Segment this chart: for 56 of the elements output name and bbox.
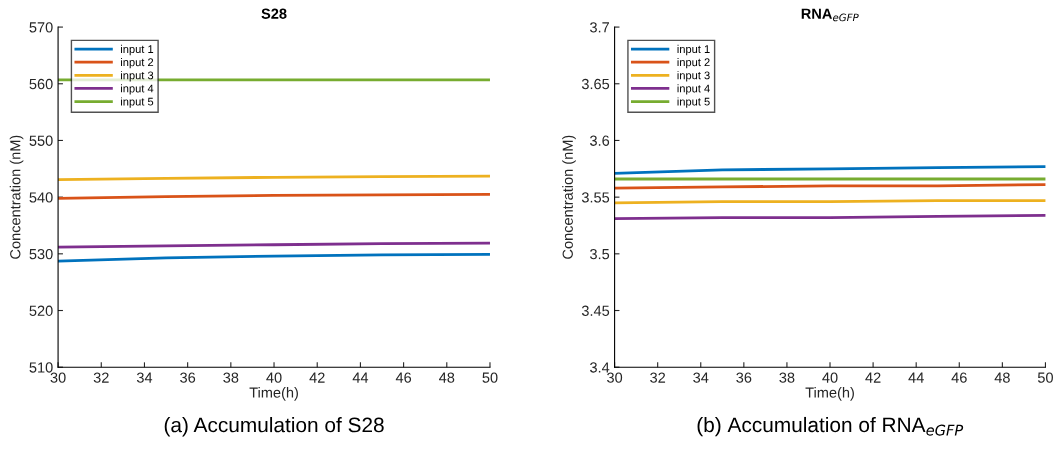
x-tick-label: 30 bbox=[607, 372, 623, 383]
y-tick-label: 3.55 bbox=[581, 192, 610, 203]
x-tick-label: 40 bbox=[266, 372, 282, 383]
y-tick-label: 3.7 bbox=[590, 22, 609, 33]
legend-label: input 2 bbox=[677, 57, 710, 69]
x-tick-label: 42 bbox=[309, 372, 325, 383]
legend-label: input 3 bbox=[121, 71, 154, 82]
y-tick-label: 540 bbox=[29, 192, 53, 203]
x-tick-label: 46 bbox=[951, 372, 967, 383]
x-tick-label: 50 bbox=[482, 372, 498, 383]
line-series bbox=[614, 165, 1046, 175]
x-tick-label: 32 bbox=[650, 372, 666, 383]
line-series bbox=[58, 253, 490, 263]
x-tick-label: 34 bbox=[136, 372, 153, 383]
chart-title: S28 bbox=[261, 8, 287, 19]
y-tick-label: 550 bbox=[29, 135, 53, 146]
legend-label: input 2 bbox=[121, 57, 154, 69]
y-tick-label: 3.5 bbox=[590, 248, 610, 260]
legend-label: input 5 bbox=[677, 97, 710, 108]
legend-label: input 1 bbox=[121, 44, 154, 56]
y-axis-title: Concentration (nM) bbox=[9, 135, 24, 259]
legend-label: input 4 bbox=[121, 84, 154, 95]
x-axis-title: Time(h) bbox=[805, 387, 854, 401]
y-tick-label: 3.6 bbox=[590, 135, 610, 146]
x-tick-label: 38 bbox=[779, 372, 795, 383]
x-tick-label: 44 bbox=[908, 372, 924, 383]
y-tick-label: 520 bbox=[29, 305, 53, 316]
x-tick-label: 48 bbox=[994, 372, 1010, 383]
x-tick-label: 38 bbox=[223, 372, 239, 383]
x-tick-label: 50 bbox=[1037, 372, 1053, 383]
y-tick-label: 3.45 bbox=[581, 305, 610, 316]
legend-label: input 5 bbox=[121, 97, 154, 108]
text: (b) Accumulation of RNA$_{eGFP}$ bbox=[697, 416, 964, 437]
x-tick-label: 36 bbox=[736, 372, 752, 383]
x-tick-label: 42 bbox=[865, 372, 881, 383]
y-tick-label: 3.4 bbox=[590, 362, 610, 373]
legend-label: input 3 bbox=[677, 71, 710, 82]
y-tick-label: 3.65 bbox=[581, 78, 610, 90]
x-tick-label: 46 bbox=[395, 372, 412, 383]
x-tick-label: 48 bbox=[439, 372, 455, 383]
y-axis-title: Concentration (nM) bbox=[562, 135, 576, 259]
x-axis-title: Time(h) bbox=[249, 387, 298, 401]
legend-label: input 1 bbox=[677, 44, 710, 56]
x-tick-label: 44 bbox=[352, 372, 369, 383]
x-tick-label: 32 bbox=[93, 372, 109, 383]
y-tick-label: 510 bbox=[29, 362, 53, 373]
chart-title: RNA$_{eGFP}$ bbox=[801, 8, 859, 22]
legend-label: input 4 bbox=[677, 84, 710, 95]
x-tick-label: 40 bbox=[822, 372, 838, 383]
x-tick-label: 30 bbox=[50, 372, 66, 383]
y-tick-label: 560 bbox=[29, 78, 53, 90]
y-tick-label: 530 bbox=[29, 248, 53, 260]
x-tick-label: 36 bbox=[180, 372, 196, 383]
y-tick-label: 570 bbox=[29, 22, 53, 33]
text: (a) Accumulation of S28 bbox=[164, 417, 384, 437]
x-tick-label: 34 bbox=[693, 372, 709, 383]
